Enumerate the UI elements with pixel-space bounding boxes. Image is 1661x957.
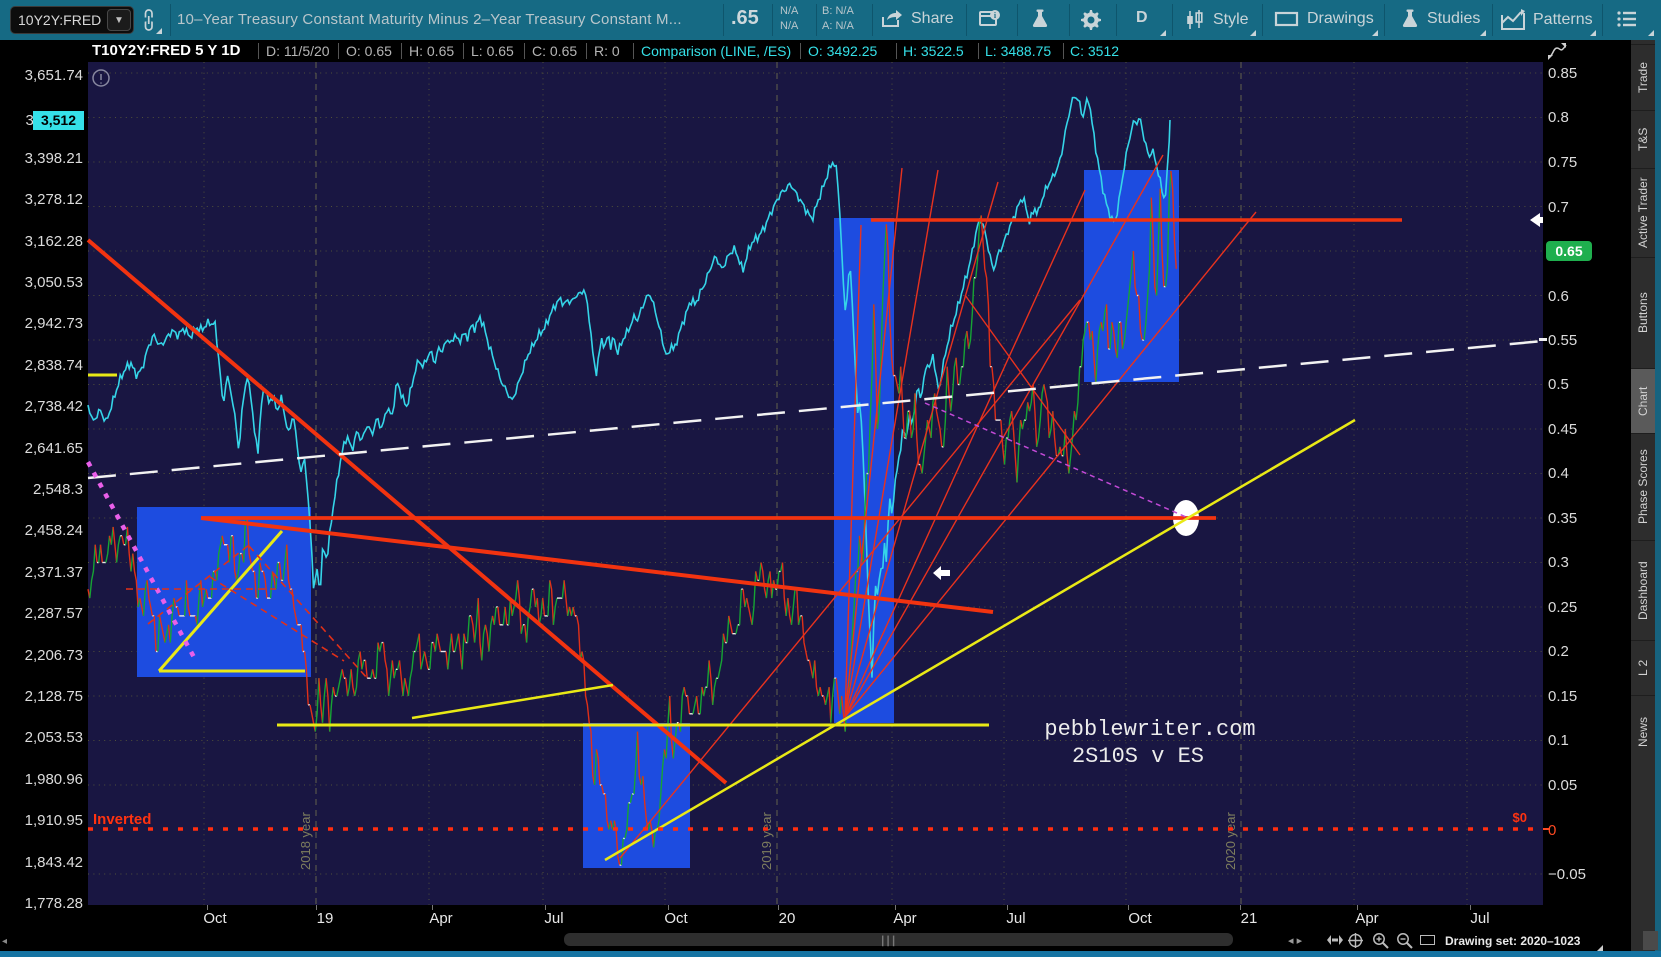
svg-text:$0: $0	[1513, 810, 1527, 825]
svg-text:2019 year: 2019 year	[759, 812, 774, 870]
svg-text:2020 year: 2020 year	[1223, 812, 1238, 870]
svg-text:2S10S v ES: 2S10S v ES	[1072, 744, 1204, 769]
svg-text:2018 year: 2018 year	[298, 812, 313, 870]
svg-text:Inverted: Inverted	[93, 811, 151, 828]
svg-text:pebblewriter.com: pebblewriter.com	[1044, 717, 1255, 742]
svg-text:i: i	[994, 11, 997, 20]
